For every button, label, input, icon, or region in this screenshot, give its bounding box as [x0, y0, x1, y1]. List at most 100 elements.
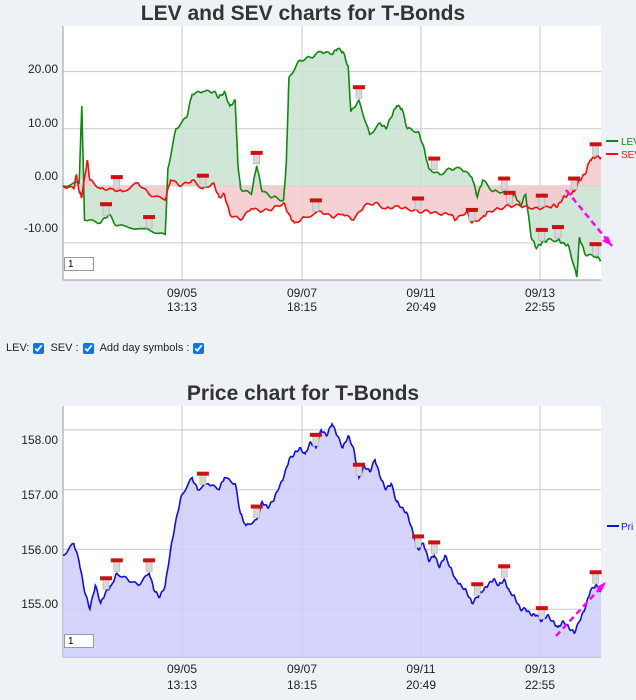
day-marker-cap [100, 576, 113, 581]
price-area [63, 423, 601, 657]
day-marker-stem [468, 210, 476, 222]
day-marker-stem [253, 153, 260, 165]
day-marker-stem [145, 561, 153, 572]
x-tick-date: 09/13 [525, 662, 555, 676]
chart-controls: LEV: SEV : Add day symbols : [6, 342, 207, 354]
legend-price-label: Pri [621, 522, 633, 533]
x-tick-time: 18:15 [287, 678, 317, 692]
y-tick: 0.00 [35, 169, 59, 183]
x-tick-time: 13:13 [167, 300, 197, 314]
series-area-price [63, 423, 601, 657]
y-tick: 155.00 [21, 597, 58, 611]
day-marker-cap [110, 175, 123, 180]
day-marker-cap [196, 173, 209, 178]
day-marker-stem [414, 537, 422, 548]
day-marker-cap [589, 142, 602, 147]
price-page-input[interactable]: 1 [64, 634, 94, 648]
day-marker-cap [498, 176, 511, 181]
sev-toggle-label: SEV : [50, 342, 79, 354]
lev-trend-arrowhead [602, 236, 612, 246]
x-tick-time: 22:55 [525, 678, 555, 692]
lev-toggle-checkbox[interactable] [33, 342, 45, 354]
lev-sev-chart-title: LEV and SEV charts for T-Bonds [141, 2, 465, 25]
lev-sev-x-axis: 09/05 13:13 09/07 18:15 09/11 20:49 09/1… [167, 286, 555, 314]
day-marker-cap [309, 432, 322, 437]
day-marker-stem [102, 578, 110, 590]
series-area-lev [63, 48, 601, 278]
x-tick-date: 09/07 [287, 662, 317, 676]
day-marker-stem [414, 199, 422, 210]
day-marker-cap [352, 85, 365, 90]
day-marker-stem [355, 465, 363, 477]
series-area-sev [63, 155, 601, 223]
day-marker-stem [199, 474, 207, 485]
x-tick-time: 22:55 [525, 300, 555, 314]
price-y-axis: 158.00 157.00 156.00 155.00 [21, 433, 58, 611]
day-marker-cap [589, 570, 602, 575]
series-line-sev [62, 155, 602, 225]
day-marker-stem [113, 177, 121, 189]
lev-sev-lines [62, 47, 602, 278]
day-marker-cap [498, 564, 511, 569]
y-tick: 158.00 [21, 433, 58, 447]
x-tick-time: 13:13 [167, 678, 197, 692]
day-marker-cap [309, 198, 322, 203]
day-marker-cap [589, 242, 602, 247]
day-marker-cap [568, 176, 581, 181]
day-marker-cap [143, 558, 156, 563]
day-marker-cap [471, 582, 484, 587]
price-x-axis: 09/05 13:13 09/07 18:15 09/11 20:49 09/1… [167, 662, 555, 692]
day-marker-stem [592, 244, 599, 256]
day-marker-stem [102, 204, 110, 216]
lev-toggle-label: LEV: [6, 342, 30, 354]
sev-toggle-checkbox[interactable] [82, 342, 94, 354]
day-marker-cap [503, 190, 516, 195]
day-marker-cap [412, 534, 425, 539]
x-tick-date: 09/11 [406, 286, 435, 300]
price-legend: Pri [607, 522, 633, 533]
y-tick: 20.00 [28, 62, 58, 76]
day-symbols-label: Add day symbols : [99, 342, 190, 354]
day-marker-cap [465, 207, 478, 212]
x-tick-time: 20:49 [406, 678, 436, 692]
x-tick-date: 09/13 [525, 286, 555, 300]
y-tick: 156.00 [21, 543, 58, 557]
day-marker-stem [430, 159, 438, 170]
lev-trend-arrow [565, 189, 613, 247]
x-tick-date: 09/07 [287, 286, 317, 300]
x-tick-time: 20:49 [406, 300, 436, 314]
x-tick-date: 09/11 [406, 662, 435, 676]
x-tick-time: 18:15 [287, 300, 317, 314]
day-symbols-checkbox[interactable] [193, 342, 205, 354]
x-tick-date: 09/05 [167, 286, 197, 300]
lev-sev-day-markers [100, 85, 602, 256]
day-marker-stem [592, 144, 599, 156]
day-marker-stem [253, 507, 260, 518]
legend-sev-label: SEV [621, 150, 636, 161]
y-tick: 10.00 [28, 116, 58, 130]
day-marker-stem [430, 543, 438, 554]
price-chart-title: Price chart for T-Bonds [187, 382, 419, 405]
day-marker-cap [196, 471, 209, 476]
day-marker-stem [506, 193, 513, 205]
day-marker-stem [473, 584, 481, 596]
day-marker-stem [312, 201, 320, 212]
day-marker-stem [538, 230, 546, 242]
day-marker-cap [100, 202, 113, 207]
price-trend-arrowhead [596, 582, 606, 592]
day-marker-stem [570, 179, 578, 190]
day-marker-stem [592, 572, 599, 584]
lev-sev-legend: LEV SEV [606, 137, 636, 161]
day-marker-cap [535, 227, 548, 232]
day-marker-cap [428, 540, 441, 545]
x-tick-date: 09/05 [167, 662, 197, 676]
day-marker-stem [199, 176, 207, 187]
lev-sev-page-input[interactable]: 1 [64, 257, 94, 271]
day-marker-cap [352, 462, 365, 467]
price-trend-arrow [555, 583, 605, 637]
day-marker-stem [145, 217, 153, 229]
day-marker-stem [538, 608, 546, 620]
day-marker-stem [500, 179, 508, 190]
day-marker-stem [113, 561, 121, 572]
day-marker-cap [250, 150, 263, 155]
